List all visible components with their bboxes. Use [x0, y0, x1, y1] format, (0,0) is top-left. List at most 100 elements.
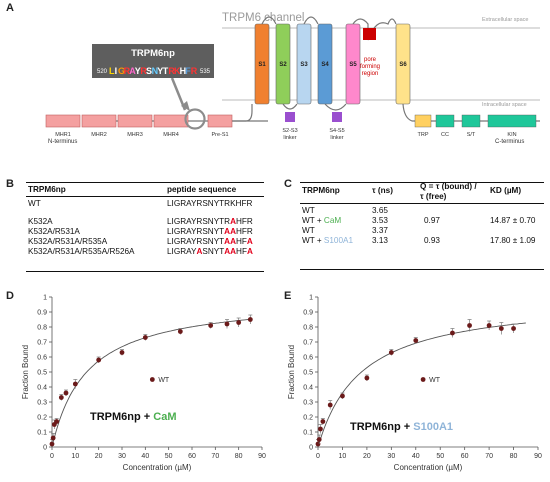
- x-tick-label: 40: [412, 453, 420, 460]
- domain-label-mhr3: MHR3: [127, 132, 143, 138]
- x-tick-label: 10: [339, 453, 347, 460]
- annotation-partner: CaM: [153, 411, 176, 423]
- domain-label-s-t: S/T: [467, 132, 476, 138]
- y-tick-label: 0.5: [303, 370, 313, 377]
- table-c-header-rule: [300, 203, 544, 204]
- loop-s2-s3: [282, 103, 298, 110]
- sequence-segment: HF: [236, 237, 247, 246]
- table-c-cell-tau: 3.37: [372, 226, 388, 235]
- table-c-header-q2: τ (free): [420, 192, 447, 201]
- data-point: [511, 326, 516, 331]
- mutated-residue: A: [246, 247, 253, 256]
- y-tick-label: 0: [309, 445, 313, 452]
- y-tick-label: 0.7: [37, 340, 47, 347]
- linker-word-s4-s5: linker: [330, 135, 343, 141]
- domain-label-trp: TRP: [418, 132, 429, 138]
- chart-annotation: TRPM6np + S100A1: [350, 421, 453, 433]
- mutated-residue: A: [246, 237, 253, 246]
- table-b-row-name: WT: [28, 199, 41, 208]
- annotation-partner: S100A1: [413, 421, 453, 433]
- row-protein: WT +: [302, 236, 324, 245]
- legend-marker: [149, 377, 155, 382]
- row-protein: WT: [302, 206, 315, 215]
- table-b-header-seq: peptide sequence: [167, 185, 237, 194]
- y-tick-label: 0.2: [303, 415, 313, 422]
- table-c-row-name: WT + CaM: [302, 216, 341, 225]
- chart-annotation: TRPM6np + CaM: [90, 411, 177, 423]
- y-tick-label: 0.9: [303, 310, 313, 317]
- sequence-segment: LIGRAYRSNYTR: [167, 217, 231, 226]
- y-tick-label: 0.2: [37, 415, 47, 422]
- table-c-cell-tau: 3.53: [372, 216, 388, 225]
- peptide-residue: R: [124, 66, 131, 76]
- annotation-prefix: TRPM6np +: [90, 411, 153, 423]
- data-point: [236, 320, 242, 325]
- peptide-residue: I: [115, 66, 118, 76]
- segment-s5: [345, 23, 361, 105]
- x-tick-label: 0: [50, 453, 54, 460]
- table-b-top-rule: [26, 182, 264, 183]
- peptide-residue: S: [146, 66, 152, 76]
- mutated-residue: A: [196, 247, 203, 256]
- sequence-segment: HF: [236, 247, 247, 256]
- domain-label-cc: CC: [441, 132, 449, 138]
- segment-label-s5: S5: [349, 62, 357, 68]
- segment-s4: [317, 23, 333, 105]
- data-point: [247, 317, 253, 322]
- segment-s2: [275, 23, 291, 105]
- row-protein: WT: [302, 226, 315, 235]
- panel-label-e: E: [284, 290, 292, 302]
- segment-s1: [254, 23, 270, 105]
- intracellular-label: Intracellular space: [482, 102, 527, 108]
- peptide-residue: Y: [135, 66, 141, 76]
- table-b-row-name: K532A/R531A/R535A/R526A: [28, 247, 135, 256]
- sequence-segment: LIGRAYRSNYTRKHFR: [167, 199, 253, 208]
- segment-label-s4: S4: [321, 62, 329, 68]
- panel-label-a: A: [6, 2, 14, 14]
- domain-label-mhr4: MHR4: [163, 132, 179, 138]
- lifetime-kd-table: TRPM6np τ (ns) Q = τ (bound) / τ (free) …: [300, 182, 546, 270]
- peptide-residue: T: [163, 66, 169, 76]
- extracellular-label: Extracellular space: [482, 17, 528, 23]
- data-point: [467, 323, 472, 328]
- domain-label-mhr1: MHR1: [55, 132, 71, 138]
- data-point: [320, 419, 326, 424]
- table-b-row-sequence: LIGRAYASNYTAAHFA: [167, 247, 253, 256]
- y-tick-label: 0.4: [303, 385, 313, 392]
- segment-s3: [296, 23, 312, 105]
- mutated-residue: AA: [224, 247, 237, 256]
- fit-curve: [51, 318, 251, 448]
- peptide-callout-title: TRPM6np: [131, 48, 175, 59]
- loop-s1-s2: [261, 16, 277, 25]
- x-tick-label: 20: [95, 453, 103, 460]
- y-tick-label: 0.8: [37, 325, 47, 332]
- peptide-residue: R: [191, 66, 198, 76]
- table-b-row-sequence: LIGRAYRSNYTAAHFR: [167, 227, 253, 236]
- row-binding-partner: S100A1: [323, 236, 354, 245]
- pore-label-line2: forming: [360, 64, 380, 70]
- c-terminal-backbone: [402, 103, 540, 122]
- mutated-residue: AA: [224, 237, 236, 246]
- x-tick-label: 60: [188, 453, 196, 460]
- table-c-bottom-rule: [300, 269, 544, 270]
- y-tick-label: 0: [43, 445, 47, 452]
- peptide-residue: Y: [157, 66, 163, 76]
- y-tick-label: 0.1: [37, 430, 47, 437]
- domain-trp: [414, 114, 432, 128]
- pore-label-line1: pore: [364, 57, 377, 63]
- y-tick-label: 1: [43, 295, 47, 302]
- sequence-segment: SNYT: [202, 247, 225, 256]
- segment-s6: [395, 23, 411, 105]
- linker-label-s2-s3: S2-S3: [282, 128, 297, 134]
- table-b-row-sequence: LIGRAYRSNYTAAHFA: [167, 237, 253, 246]
- peptide-residue: L: [109, 66, 115, 76]
- table-c-row-name: WT + S100A1: [302, 236, 353, 245]
- data-point: [142, 335, 148, 340]
- linker-word-s2-s3: linker: [283, 135, 296, 141]
- peptide-residue: F: [185, 66, 191, 76]
- pore-forming-region-box: [363, 28, 376, 40]
- data-point: [316, 437, 322, 442]
- x-tick-label: 0: [316, 453, 320, 460]
- domain-kin: [487, 114, 537, 128]
- table-b-row-name: K532A: [28, 217, 53, 226]
